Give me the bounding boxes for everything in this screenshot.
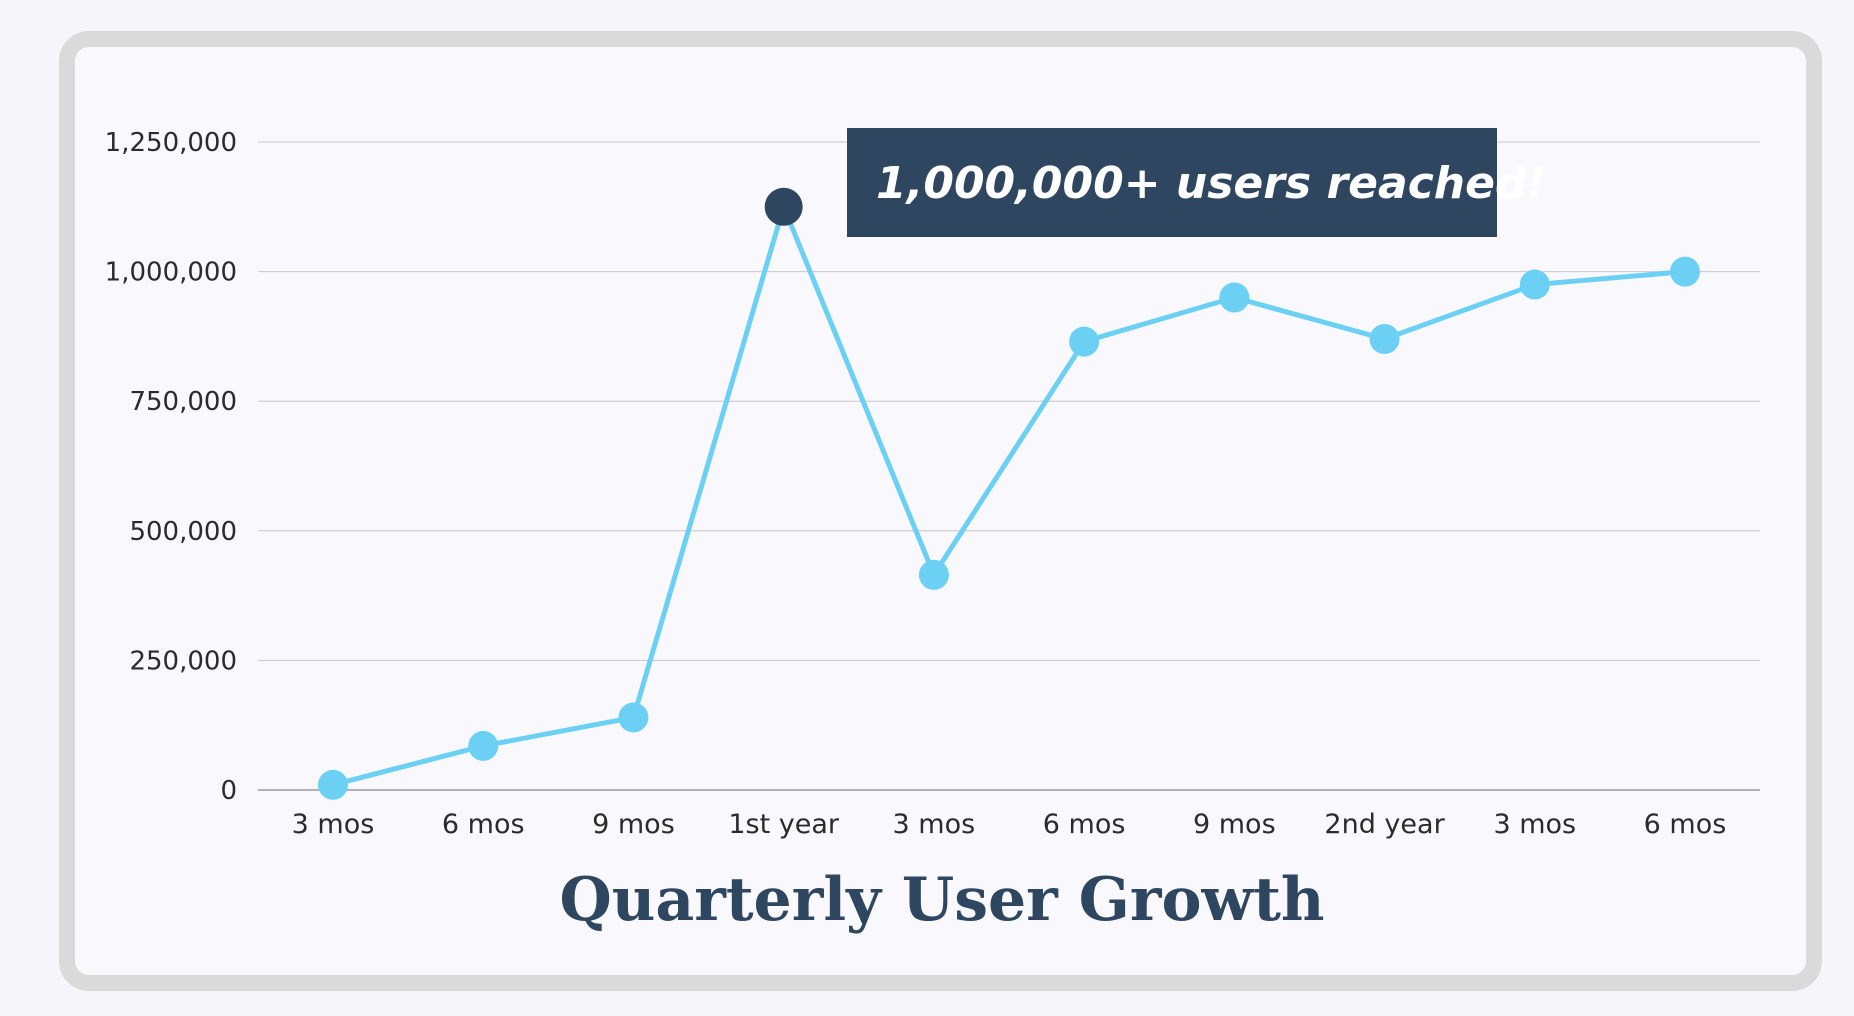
y-tick-label: 500,000: [129, 517, 237, 547]
x-axis-tick-labels: 3 mos 6 mos 9 mos 1st year 3 mos 6 mos 9 mos 2n…: [292, 809, 1727, 840]
x-tick-label: 9 mos: [1193, 809, 1276, 840]
data-point: [1670, 256, 1700, 287]
y-tick-label: 750,000: [129, 387, 237, 417]
data-point: [468, 730, 499, 761]
data-point-highlight: [764, 187, 803, 226]
x-tick-label: 3 mos: [292, 809, 375, 840]
callout-background: [847, 128, 1497, 237]
data-points: [318, 187, 1700, 800]
series-polyline: [332, 204, 1686, 788]
grid-lines: [258, 141, 1760, 791]
chart-title: Quarterly User Growth: [559, 865, 1324, 935]
x-tick-label: 3 mos: [893, 809, 976, 840]
series-line: [332, 204, 1686, 788]
x-tick-label: 1st year: [728, 809, 840, 840]
data-point: [1219, 282, 1250, 313]
callout-text: 1,000,000+ users reached!: [876, 158, 1547, 209]
data-point: [1069, 326, 1100, 357]
x-tick-label: 6 mos: [442, 809, 525, 840]
y-tick-label: 250,000: [129, 646, 237, 676]
y-tick-label: 1,000,000: [105, 258, 237, 288]
y-axis-tick-labels: 0 250,000 500,000 750,000 1,000,000 1,250,000: [105, 128, 237, 806]
data-point: [1519, 269, 1550, 300]
x-tick-label: 2nd year: [1324, 809, 1445, 840]
data-point: [618, 702, 649, 733]
y-tick-label: 1,250,000: [105, 128, 237, 158]
x-tick-label: 6 mos: [1644, 809, 1727, 840]
x-tick-label: 6 mos: [1043, 809, 1126, 840]
data-point: [318, 769, 348, 800]
callout-box: 1,000,000+ users reached!: [847, 128, 1547, 237]
x-tick-label: 9 mos: [592, 809, 675, 840]
x-tick-label: 3 mos: [1493, 809, 1576, 840]
data-point: [918, 559, 949, 590]
data-point: [1369, 323, 1400, 354]
y-tick-label: 0: [220, 776, 237, 806]
